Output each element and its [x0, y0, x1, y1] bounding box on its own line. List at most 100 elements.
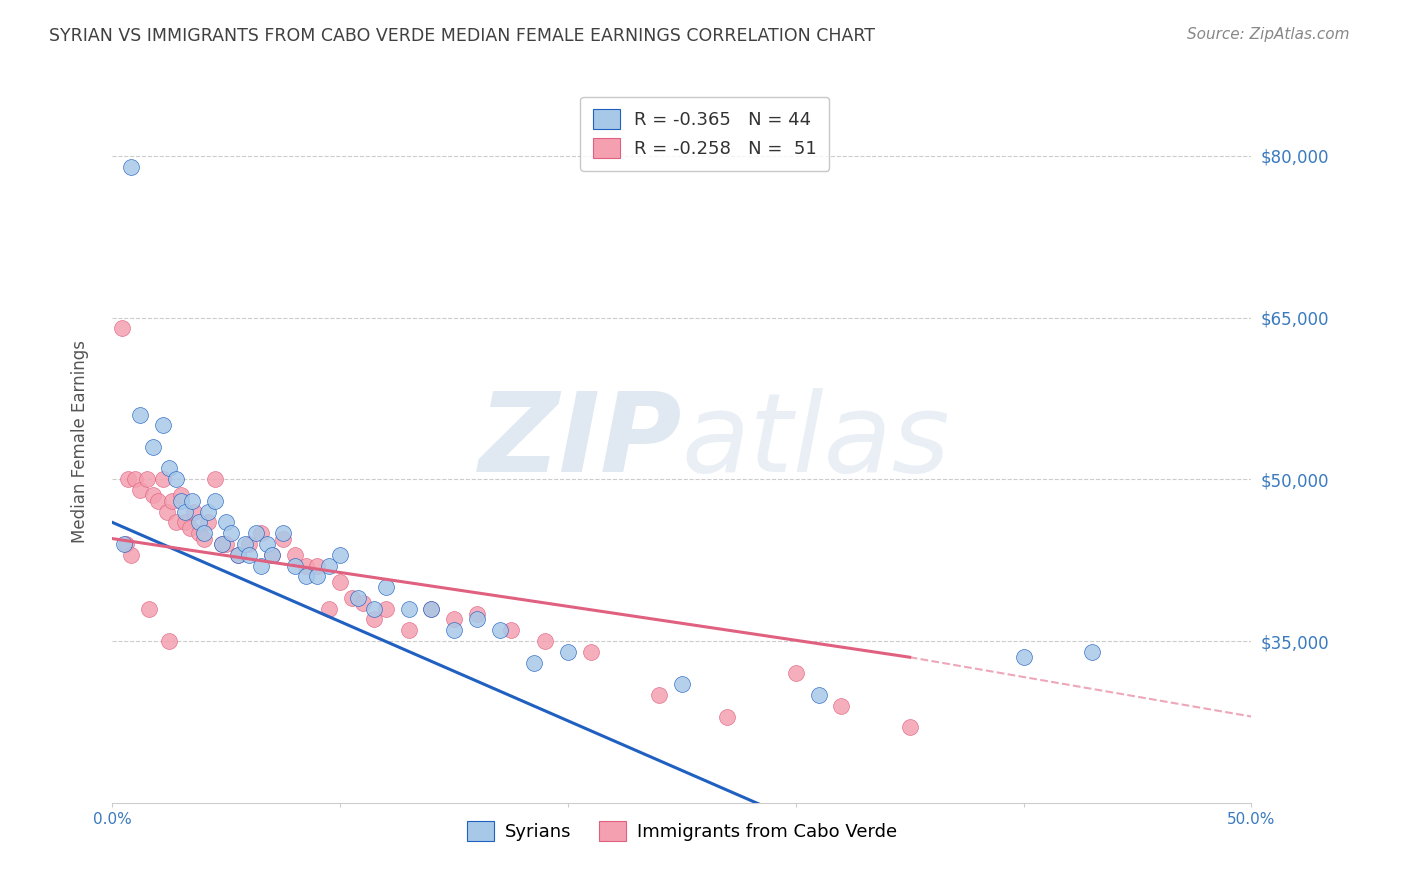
Point	[420, 601, 443, 615]
Point	[152, 418, 174, 433]
Point	[443, 624, 465, 638]
Point	[398, 601, 420, 615]
Point	[142, 488, 165, 502]
Point	[146, 493, 169, 508]
Point	[165, 472, 187, 486]
Point	[579, 645, 602, 659]
Point	[112, 537, 135, 551]
Point	[193, 532, 215, 546]
Point	[159, 461, 180, 475]
Point	[245, 526, 267, 541]
Point	[398, 624, 420, 638]
Point	[830, 698, 852, 713]
Point	[233, 537, 256, 551]
Point	[128, 408, 150, 422]
Point	[152, 472, 174, 486]
Point	[1012, 650, 1035, 665]
Point	[238, 537, 260, 551]
Point	[110, 321, 132, 335]
Point	[181, 493, 204, 508]
Point	[256, 537, 278, 551]
Point	[534, 634, 557, 648]
Point	[284, 548, 307, 562]
Point	[226, 548, 249, 562]
Point	[716, 709, 738, 723]
Point	[226, 548, 249, 562]
Point	[117, 472, 139, 486]
Point	[307, 569, 329, 583]
Point	[420, 601, 443, 615]
Point	[465, 607, 488, 621]
Point	[318, 601, 340, 615]
Text: Source: ZipAtlas.com: Source: ZipAtlas.com	[1187, 27, 1350, 42]
Point	[120, 160, 142, 174]
Point	[648, 688, 671, 702]
Point	[138, 601, 160, 615]
Point	[488, 624, 510, 638]
Point	[249, 558, 271, 573]
Point	[204, 472, 226, 486]
Point	[170, 488, 193, 502]
Point	[193, 526, 215, 541]
Point	[204, 493, 226, 508]
Point	[160, 493, 183, 508]
Point	[295, 569, 318, 583]
Point	[329, 574, 352, 589]
Point	[501, 624, 523, 638]
Point	[295, 558, 318, 573]
Point	[318, 558, 340, 573]
Point	[115, 537, 138, 551]
Point	[211, 537, 233, 551]
Point	[174, 516, 197, 530]
Point	[211, 537, 233, 551]
Point	[174, 505, 197, 519]
Point	[197, 516, 219, 530]
Point	[271, 526, 295, 541]
Point	[347, 591, 370, 605]
Point	[120, 548, 142, 562]
Point	[183, 505, 205, 519]
Point	[188, 526, 211, 541]
Point	[165, 516, 187, 530]
Point	[142, 440, 165, 454]
Text: SYRIAN VS IMMIGRANTS FROM CABO VERDE MEDIAN FEMALE EARNINGS CORRELATION CHART: SYRIAN VS IMMIGRANTS FROM CABO VERDE MED…	[49, 27, 875, 45]
Text: atlas: atlas	[682, 388, 950, 495]
Point	[1081, 645, 1104, 659]
Point	[352, 596, 374, 610]
Point	[307, 558, 329, 573]
Text: ZIP: ZIP	[478, 388, 682, 495]
Point	[179, 521, 201, 535]
Point	[363, 601, 385, 615]
Point	[329, 548, 352, 562]
Point	[159, 634, 180, 648]
Point	[898, 720, 921, 734]
Point	[374, 601, 396, 615]
Point	[807, 688, 830, 702]
Point	[215, 537, 238, 551]
Point	[156, 505, 179, 519]
Point	[271, 532, 295, 546]
Point	[197, 505, 219, 519]
Point	[135, 472, 157, 486]
Point	[170, 493, 193, 508]
Point	[124, 472, 146, 486]
Point	[785, 666, 807, 681]
Point	[249, 526, 271, 541]
Point	[284, 558, 307, 573]
Point	[363, 612, 385, 626]
Point	[465, 612, 488, 626]
Point	[557, 645, 579, 659]
Point	[238, 548, 260, 562]
Point	[128, 483, 150, 497]
Point	[340, 591, 363, 605]
Point	[671, 677, 693, 691]
Point	[188, 516, 211, 530]
Point	[260, 548, 283, 562]
Point	[523, 656, 546, 670]
Point	[215, 516, 238, 530]
Y-axis label: Median Female Earnings: Median Female Earnings	[70, 340, 89, 543]
Point	[219, 526, 242, 541]
Point	[260, 548, 283, 562]
Point	[443, 612, 465, 626]
Legend: Syrians, Immigrants from Cabo Verde: Syrians, Immigrants from Cabo Verde	[460, 814, 904, 848]
